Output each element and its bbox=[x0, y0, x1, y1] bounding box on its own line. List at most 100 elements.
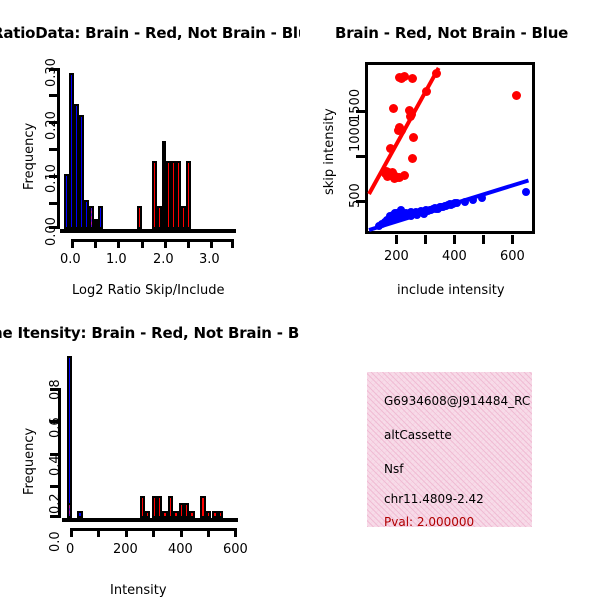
histogram-bar bbox=[66, 355, 73, 518]
histogram-bar bbox=[83, 200, 89, 229]
histogram-bar bbox=[156, 205, 162, 229]
scatter-ytick-500: 500 bbox=[348, 183, 363, 208]
intensity-xtick-mark bbox=[207, 528, 210, 537]
ratio-ytick-mark bbox=[49, 226, 58, 229]
scatter-point bbox=[512, 91, 522, 101]
ratio-xtick-mark bbox=[94, 239, 97, 248]
scatter-point bbox=[400, 170, 410, 180]
ratio-xtick-10: 1.0 bbox=[106, 252, 127, 267]
intensity-xtick-mark bbox=[125, 528, 128, 537]
scatter-xlabel: include intensity bbox=[397, 283, 505, 298]
histogram-bar bbox=[176, 161, 181, 229]
scatter-point bbox=[390, 174, 400, 184]
histogram-bar bbox=[157, 496, 163, 518]
histogram-bar bbox=[171, 161, 177, 229]
scatter-point bbox=[421, 87, 431, 97]
scatter-title: Brain - Red, Not Brain - Blue bbox=[335, 24, 569, 42]
ratio-xtick-30: 3.0 bbox=[199, 252, 220, 267]
ratio-ytick-mark bbox=[49, 94, 58, 97]
histogram-bar bbox=[185, 161, 191, 229]
intensity-ytick-mark bbox=[50, 485, 59, 488]
ratio-ytick-mark bbox=[49, 68, 58, 71]
info-probe-id: G6934608@J914484_RC bbox=[384, 394, 531, 408]
scatter-point bbox=[522, 188, 531, 197]
scatter-point bbox=[385, 212, 394, 221]
scatter-ytick-mark bbox=[356, 200, 365, 203]
ratio-histogram-xlabel: Log2 Ratio Skip/Include bbox=[72, 283, 225, 298]
ratio-xtick-mark bbox=[71, 239, 74, 248]
scatter-ytick-1000: 1000 bbox=[348, 118, 363, 152]
ratio-yaxis-line bbox=[57, 68, 60, 229]
scatter-ytick-1500: 1500 bbox=[348, 88, 363, 122]
scatter-point bbox=[452, 199, 461, 208]
panel-ratio-histogram: RatioData: Brain - Red, Not Brain - Blu … bbox=[0, 0, 300, 300]
histogram-bar bbox=[98, 205, 104, 229]
scatter-point bbox=[432, 69, 442, 79]
ratio-xtick-00: 0.0 bbox=[60, 252, 81, 267]
scatter-point bbox=[469, 195, 478, 204]
histogram-bar bbox=[79, 114, 84, 229]
histogram-bar bbox=[173, 511, 179, 518]
histogram-bar bbox=[200, 496, 206, 518]
scatter-ytick-mark bbox=[356, 110, 365, 113]
ratio-histogram-title: RatioData: Brain - Red, Not Brain - Blu bbox=[0, 24, 300, 42]
intensity-xtick-mark bbox=[152, 528, 155, 537]
intensity-histogram-title: ne Itensity: Brain - Red, Not Brain - B bbox=[0, 324, 300, 342]
ratio-ytick-mark bbox=[49, 175, 58, 178]
panel-intensity-scatter: Brain - Red, Not Brain - Blue skip inten… bbox=[300, 0, 600, 300]
scatter-point bbox=[396, 74, 406, 84]
scatter-point bbox=[395, 173, 405, 183]
scatter-xtick-mark bbox=[482, 235, 485, 244]
histogram-bar bbox=[64, 174, 70, 229]
histogram-bar bbox=[184, 503, 190, 518]
intensity-xtick-200: 200 bbox=[113, 542, 138, 557]
ratio-ytick-mark bbox=[49, 121, 58, 124]
scatter-point bbox=[406, 112, 416, 122]
ratio-xaxis-line bbox=[71, 239, 234, 242]
histogram-bar bbox=[212, 511, 218, 518]
intensity-xtick-400: 400 bbox=[168, 542, 193, 557]
ratio-xtick-mark bbox=[210, 239, 213, 248]
histogram-bar bbox=[189, 511, 195, 518]
scatter-point bbox=[419, 209, 428, 218]
histogram-bar bbox=[162, 511, 168, 518]
histogram-bar bbox=[74, 104, 79, 229]
scatter-point bbox=[394, 212, 403, 221]
scatter-point bbox=[397, 126, 407, 136]
intensity-histogram-bars bbox=[64, 352, 234, 518]
info-gene: Nsf bbox=[384, 462, 404, 476]
scatter-point bbox=[412, 210, 421, 219]
histogram-bar bbox=[167, 496, 174, 518]
scatter-point bbox=[477, 194, 486, 203]
scatter-point bbox=[388, 104, 398, 114]
histogram-bar bbox=[205, 511, 212, 518]
ratio-ytick-mark bbox=[49, 202, 58, 205]
ratio-histogram-bars bbox=[62, 68, 232, 229]
histogram-bar bbox=[181, 205, 186, 229]
intensity-histogram-ylabel: Frequency bbox=[22, 427, 37, 495]
intensity-ytick-mark bbox=[50, 453, 59, 456]
histogram-bar bbox=[77, 511, 83, 518]
histogram-bar bbox=[93, 218, 99, 229]
intensity-baseline bbox=[62, 518, 238, 522]
intensity-histogram-xlabel: Intensity bbox=[110, 583, 167, 598]
scatter-point bbox=[398, 212, 407, 221]
intensity-ytick-mark bbox=[50, 515, 59, 518]
histogram-bar bbox=[178, 503, 185, 518]
scatter-point bbox=[380, 168, 390, 178]
scatter-point bbox=[407, 73, 417, 83]
histogram-bar bbox=[66, 503, 73, 518]
ratio-xtick-mark bbox=[231, 239, 234, 248]
intensity-xtick-mark bbox=[234, 528, 237, 537]
scatter-plot-area bbox=[365, 62, 535, 234]
ratio-xtick-mark bbox=[117, 239, 120, 248]
scatter-xtick-400: 400 bbox=[442, 249, 467, 264]
intensity-ytick-00: 0.0 bbox=[48, 531, 63, 552]
scatter-xtick-600: 600 bbox=[500, 249, 525, 264]
intensity-xtick-0: 0 bbox=[66, 542, 75, 557]
ratio-xtick-mark bbox=[164, 239, 167, 248]
histogram-bar bbox=[88, 205, 94, 229]
scatter-point bbox=[407, 154, 417, 164]
intensity-xtick-mark bbox=[70, 528, 73, 537]
